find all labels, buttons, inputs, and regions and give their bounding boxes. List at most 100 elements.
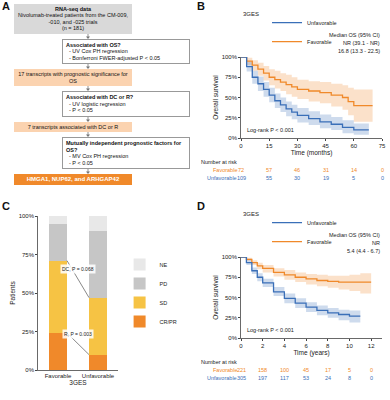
svg-text:6: 6	[304, 343, 308, 349]
svg-text:Unfavorable: Unfavorable	[307, 20, 337, 26]
svg-text:DC, P = 0.068: DC, P = 0.068	[62, 266, 94, 272]
svg-text:197: 197	[258, 375, 267, 381]
svg-text:75%: 75%	[22, 252, 35, 258]
svg-text:15: 15	[266, 143, 273, 149]
svg-text:12: 12	[368, 343, 375, 349]
html-text:Associated with DC or R?: Associated with DC or R?	[66, 94, 134, 101]
svg-text:0%: 0%	[228, 135, 237, 141]
svg-text:60: 60	[350, 143, 357, 149]
svg-text:5: 5	[352, 175, 355, 181]
svg-text:25%: 25%	[22, 329, 35, 335]
svg-text:25%: 25%	[225, 115, 238, 121]
svg-text:Median OS (95% CI): Median OS (95% CI)	[329, 232, 380, 238]
svg-text:Time (years): Time (years)	[293, 349, 329, 357]
svg-text:30: 30	[294, 143, 301, 149]
svg-text:Log-rank P < 0.001: Log-rank P < 0.001	[247, 327, 294, 333]
svg-text:57: 57	[266, 167, 272, 173]
svg-text:31: 31	[323, 167, 329, 173]
svg-text:Number at risk: Number at risk	[201, 359, 237, 365]
svg-text:Overall survival: Overall survival	[212, 275, 219, 320]
svg-text:100: 100	[280, 367, 289, 373]
svg-text:CR/PR: CR/PR	[160, 319, 177, 325]
svg-text:Unfavorable: Unfavorable	[207, 175, 237, 181]
svg-text:75: 75	[379, 143, 386, 149]
svg-text:3GES: 3GES	[69, 379, 87, 386]
svg-text:50%: 50%	[22, 290, 35, 296]
svg-text:0: 0	[370, 375, 373, 381]
svg-text:Unfavorable: Unfavorable	[207, 375, 237, 381]
svg-text:Favorable: Favorable	[307, 239, 331, 245]
html-text:- UV Cox PH regression: - UV Cox PH regression	[69, 48, 128, 55]
svg-text:17: 17	[325, 367, 331, 373]
svg-text:Favorable: Favorable	[45, 373, 72, 379]
svg-text:0%: 0%	[25, 367, 34, 373]
svg-text:Favorable: Favorable	[213, 167, 237, 173]
svg-text:100%: 100%	[222, 54, 238, 60]
svg-text:0: 0	[239, 143, 243, 149]
html-text:Associated with OS?: Associated with OS?	[66, 41, 121, 48]
svg-text:100%: 100%	[222, 254, 238, 260]
html-text:A: A	[2, 0, 10, 12]
svg-text:75%: 75%	[225, 274, 238, 280]
html-text:17 transcripts with prognostic: 17 transcripts with prognostic significa…	[18, 71, 128, 84]
svg-text:SD: SD	[160, 300, 168, 306]
svg-text:4: 4	[283, 343, 287, 349]
svg-text:50%: 50%	[225, 295, 238, 301]
html-text:(n = 181): (n = 181)	[61, 25, 85, 32]
svg-text:Unfavorable: Unfavorable	[307, 220, 337, 226]
svg-text:72: 72	[238, 167, 244, 173]
svg-text:NR (39.1 - NR): NR (39.1 - NR)	[343, 40, 380, 46]
svg-text:100%: 100%	[19, 213, 35, 219]
svg-text:25%: 25%	[225, 315, 238, 321]
svg-text:0: 0	[370, 367, 373, 373]
html-text:- Bonferroni FWER-adjusted P <: - Bonferroni FWER-adjusted P < 0.05	[69, 54, 161, 61]
svg-text:0: 0	[381, 175, 384, 181]
svg-text:Favorable: Favorable	[307, 39, 331, 45]
svg-text:0: 0	[381, 167, 384, 173]
svg-text:Overall survival: Overall survival	[212, 75, 219, 120]
svg-text:Unfavorable: Unfavorable	[82, 373, 115, 379]
svg-text:3GES: 3GES	[243, 11, 259, 17]
svg-text:75%: 75%	[225, 74, 238, 80]
svg-text:45: 45	[303, 367, 309, 373]
svg-text:16.8 (13.3 - 22.5): 16.8 (13.3 - 22.5)	[338, 48, 380, 54]
html-text:C: C	[2, 200, 10, 212]
svg-text:158: 158	[258, 367, 267, 373]
svg-text:0%: 0%	[228, 335, 237, 341]
svg-text:3GES: 3GES	[243, 211, 259, 217]
svg-text:Patients: Patients	[9, 281, 16, 305]
svg-text:55: 55	[266, 175, 272, 181]
svg-text:NE: NE	[160, 262, 168, 268]
svg-text:NR: NR	[372, 240, 380, 246]
svg-text:5.4 (4.4 - 6.7): 5.4 (4.4 - 6.7)	[347, 248, 380, 254]
svg-text:45: 45	[322, 143, 329, 149]
html-text:Nivolumab-treated patients fro: Nivolumab-treated patients from the CM-0…	[18, 12, 128, 25]
svg-text:10: 10	[346, 343, 353, 349]
svg-text:2: 2	[261, 343, 265, 349]
svg-text:30: 30	[294, 175, 300, 181]
svg-text:117: 117	[280, 375, 289, 381]
svg-text:Time (months): Time (months)	[291, 149, 333, 157]
html-text:Mutually independent prognosti: Mutually independent prognostic factors …	[66, 140, 182, 153]
svg-text:5: 5	[348, 367, 351, 373]
svg-text:14: 14	[351, 167, 357, 173]
svg-text:53: 53	[303, 375, 309, 381]
svg-text:Number at risk: Number at risk	[201, 159, 237, 165]
svg-text:0: 0	[239, 343, 243, 349]
svg-text:46: 46	[294, 167, 300, 173]
svg-text:19: 19	[323, 175, 329, 181]
svg-text:24: 24	[325, 375, 331, 381]
svg-text:109: 109	[237, 175, 246, 181]
html-text:B: B	[197, 0, 205, 12]
svg-text:R, P = 0.003: R, P = 0.003	[64, 331, 92, 337]
svg-text:8: 8	[348, 375, 351, 381]
html-text:D: D	[197, 200, 205, 212]
svg-text:305: 305	[237, 375, 246, 381]
svg-text:Log-rank P < 0.001: Log-rank P < 0.001	[247, 127, 294, 133]
svg-text:221: 221	[237, 367, 246, 373]
svg-text:Favorable: Favorable	[213, 367, 237, 373]
svg-text:PD: PD	[160, 281, 168, 287]
svg-text:Median OS (95% CI): Median OS (95% CI)	[329, 32, 380, 38]
svg-text:8: 8	[326, 343, 330, 349]
svg-text:50%: 50%	[225, 95, 238, 101]
